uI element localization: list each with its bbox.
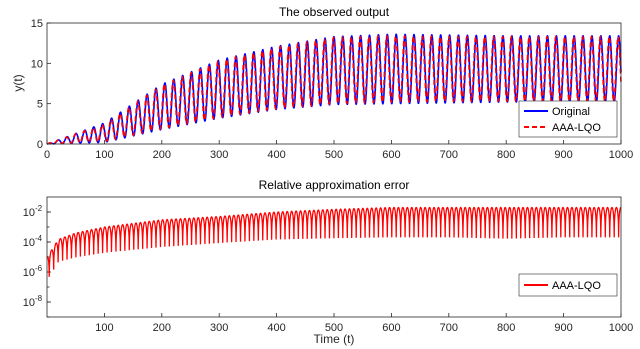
error-legend-box xyxy=(518,273,618,297)
error-title: Relative approximation error xyxy=(259,178,410,192)
error-x-tick-label: 1000 xyxy=(609,322,633,334)
error-series-line-aaa-lqo xyxy=(46,206,622,277)
output-panel: The observed output 0 100 200 300 400 500 600 7… xyxy=(11,5,633,161)
error-x-tick-label: 400 xyxy=(267,322,285,334)
error-x-tick-label: 500 xyxy=(325,322,343,334)
error-x-tick-label: 700 xyxy=(440,322,458,334)
output-x-tick-label: 200 xyxy=(153,149,171,161)
output-y-tick-label: 10 xyxy=(31,58,43,70)
error-y-tick-exponent: -6 xyxy=(35,264,43,273)
output-series-line-aaa-lqo xyxy=(46,34,622,145)
output-plot-frame xyxy=(46,22,622,145)
output-y-tick-label: 15 xyxy=(31,18,43,30)
legend-original-label: Original xyxy=(552,106,590,118)
error-x-tick-label: 300 xyxy=(210,322,228,334)
error-y-tick-exponent: -2 xyxy=(35,204,43,213)
output-y-tick-label: 0 xyxy=(37,139,43,151)
output-x-tick-label: 1000 xyxy=(609,149,633,161)
error-x-tick-label: 100 xyxy=(95,322,113,334)
error-x-label: Time (t) xyxy=(314,332,355,346)
output-x-tick-label: 600 xyxy=(382,149,400,161)
output-x-tick-label: 300 xyxy=(210,149,228,161)
output-legend-box xyxy=(518,100,618,138)
output-x-tick-label: 800 xyxy=(497,149,515,161)
output-y-tick-label: 5 xyxy=(37,99,43,111)
error-x-tick-label: 800 xyxy=(497,322,515,334)
legend-error-label: AAA-LQO xyxy=(552,280,601,292)
error-y-tick-exponent: -8 xyxy=(35,294,43,303)
output-legend: Original AAA-LQO xyxy=(518,100,618,138)
error-x-tick-label: 200 xyxy=(153,322,171,334)
error-y-tick-label: 10 xyxy=(23,237,35,249)
error-x-tick-label: 900 xyxy=(554,322,572,334)
output-title: The observed output xyxy=(279,5,390,19)
error-series-lines xyxy=(46,206,622,277)
output-x-tick-label: 900 xyxy=(554,149,572,161)
output-x-tick-label: 400 xyxy=(267,149,285,161)
output-x-tick-label: 500 xyxy=(325,149,343,161)
output-y-label: y(t) xyxy=(11,74,25,91)
error-x-tick-label: 600 xyxy=(382,322,400,334)
error-y-tick-label: 10 xyxy=(23,207,35,219)
error-y-tick-label: 10 xyxy=(23,297,35,309)
output-x-tick-label: 0 xyxy=(44,149,50,161)
legend-aaa-lqo-label: AAA-LQO xyxy=(552,122,601,134)
output-axis-ticks: 0 100 200 300 400 500 600 700 800 900 1000 0 5 10 15 xyxy=(31,18,633,161)
error-legend: AAA-LQO xyxy=(518,273,618,297)
output-x-tick-label: 700 xyxy=(440,149,458,161)
error-y-tick-label: 10 xyxy=(23,267,35,279)
error-plot-frame xyxy=(46,196,622,318)
error-panel: Relative approximation error 100 200 300 40… xyxy=(23,178,633,346)
output-x-tick-label: 100 xyxy=(95,149,113,161)
error-y-tick-exponent: -4 xyxy=(35,234,43,243)
